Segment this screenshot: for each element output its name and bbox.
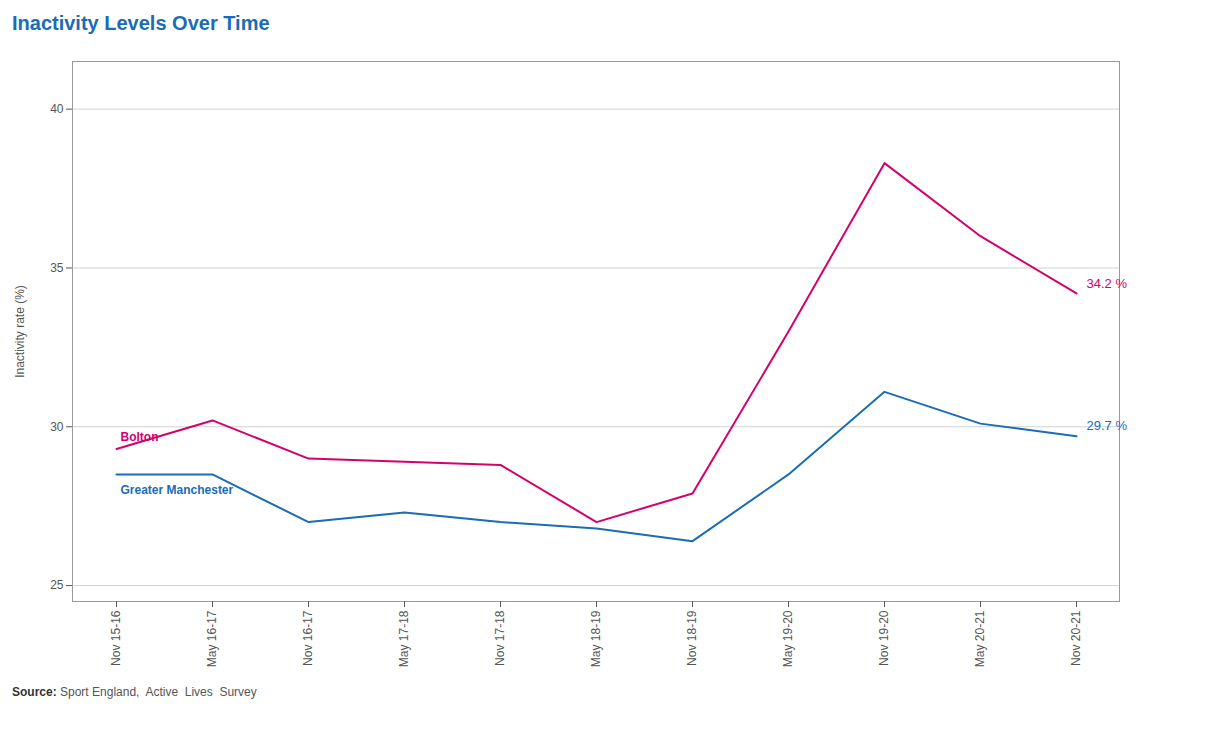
svg-text:Greater Manchester: Greater Manchester: [121, 483, 234, 497]
svg-text:Nov 19-20: Nov 19-20: [877, 610, 891, 666]
svg-text:Nov 17-18: Nov 17-18: [493, 610, 507, 666]
svg-text:May 17-18: May 17-18: [397, 610, 411, 667]
svg-text:34.2 %: 34.2 %: [1087, 276, 1128, 291]
html-text:Inactivity Levels Over Time: Inactivity Levels Over Time: [12, 12, 270, 34]
svg-text:Nov 16-17: Nov 16-17: [301, 610, 315, 666]
svg-text:May 20-21: May 20-21: [973, 610, 987, 667]
svg-text:Nov 20-21: Nov 20-21: [1069, 610, 1083, 666]
svg-text:40: 40: [50, 102, 64, 116]
svg-text:Nov 18-19: Nov 18-19: [685, 610, 699, 666]
svg-text:Inactivity rate (%): Inactivity rate (%): [13, 285, 27, 378]
svg-text:29.7 %: 29.7 %: [1087, 418, 1128, 433]
svg-text:25: 25: [50, 578, 64, 592]
svg-text:35: 35: [50, 261, 64, 275]
svg-text:May 19-20: May 19-20: [781, 610, 795, 667]
html-text:Source: Sport England, Active: Source: Sport England, Active Lives Surv…: [12, 685, 257, 699]
svg-text:30: 30: [50, 420, 64, 434]
svg-text:May 16-17: May 16-17: [205, 610, 219, 667]
svg-text:May 18-19: May 18-19: [589, 610, 603, 667]
svg-text:Nov 15-16: Nov 15-16: [109, 610, 123, 666]
svg-text:Bolton: Bolton: [121, 430, 159, 444]
